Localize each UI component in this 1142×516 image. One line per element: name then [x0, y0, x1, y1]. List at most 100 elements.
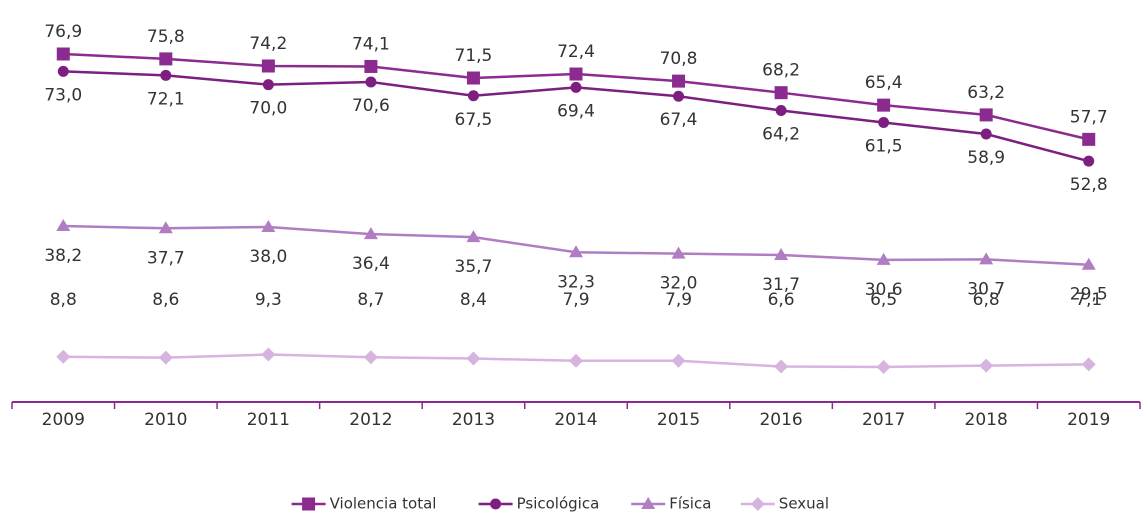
data-label: 67,4: [660, 110, 698, 130]
data-point: [363, 227, 378, 240]
data-point: [57, 65, 69, 77]
data-label: 32,3: [557, 272, 595, 292]
data-label: 32,0: [660, 274, 698, 294]
data-label: 30,7: [967, 279, 1005, 299]
data-point: [466, 351, 481, 366]
data-point: [261, 219, 276, 232]
data-label: 64,2: [762, 124, 800, 144]
data-point: [569, 353, 583, 368]
data-point: [775, 104, 787, 116]
data-point: [466, 71, 480, 85]
data-label: 9,3: [255, 290, 282, 310]
data-point: [56, 219, 71, 232]
data-label: 38,0: [249, 247, 287, 267]
data-point: [774, 247, 789, 260]
data-point: [671, 353, 686, 368]
data-point: [569, 245, 583, 258]
data-label: 38,2: [44, 246, 82, 266]
data-label: 75,8: [147, 27, 185, 47]
data-point: [261, 59, 275, 73]
data-label: 63,2: [967, 83, 1005, 103]
data-point: [466, 230, 481, 243]
data-label: 73,0: [44, 85, 82, 105]
data-point: [569, 67, 583, 81]
data-label: 70,0: [249, 99, 287, 119]
data-label: 52,8: [1070, 175, 1108, 195]
series-line: [63, 52, 1090, 141]
data-point: [158, 221, 173, 234]
data-point: [878, 116, 890, 128]
data-label: 8,4: [460, 290, 487, 310]
data-label: 74,2: [249, 34, 287, 54]
data-point: [158, 350, 173, 365]
data-label: 37,7: [147, 248, 185, 268]
x-tick-label: 2017: [862, 410, 905, 430]
x-tick-label: 2015: [657, 410, 700, 430]
data-point: [261, 347, 276, 362]
data-label: 31,7: [762, 275, 800, 295]
data-point: [877, 98, 891, 112]
data-label: 7,9: [562, 290, 589, 310]
data-point: [1083, 155, 1095, 167]
x-tick-label: 2010: [144, 410, 187, 430]
data-label: 70,8: [660, 49, 698, 69]
data-label: 70,6: [352, 96, 390, 116]
data-point: [159, 52, 173, 66]
data-point: [1081, 357, 1096, 372]
data-point: [1082, 132, 1096, 146]
x-tick-label: 2016: [759, 410, 802, 430]
data-label: 6,8: [973, 290, 1000, 310]
data-point: [671, 246, 686, 259]
data-point: [979, 252, 994, 265]
data-label: 58,9: [967, 148, 1005, 168]
legend-marker: [641, 497, 656, 509]
x-tick-label: 2011: [247, 410, 290, 430]
data-point: [467, 90, 479, 102]
legend-marker: [302, 497, 316, 511]
data-point: [364, 59, 378, 73]
data-point: [365, 76, 377, 88]
data-point: [56, 349, 71, 364]
data-label: 6,6: [768, 290, 795, 310]
data-point: [672, 74, 686, 88]
x-tick-label: 2018: [965, 410, 1008, 430]
legend-marker: [750, 497, 765, 511]
data-label: 74,1: [352, 34, 390, 54]
x-tick-label: 2014: [554, 410, 597, 430]
data-label: 61,5: [865, 136, 903, 156]
data-label: 30,6: [865, 280, 903, 300]
data-point: [570, 81, 582, 93]
legend-label: Violencia total: [330, 495, 437, 513]
data-label: 67,5: [455, 110, 493, 130]
x-tick-label: 2009: [42, 410, 85, 430]
data-label: 6,5: [870, 290, 897, 310]
x-tick-label: 2012: [349, 410, 392, 430]
data-label: 71,5: [455, 46, 493, 66]
data-label: 7,9: [665, 290, 692, 310]
data-label: 57,7: [1070, 107, 1108, 127]
data-point: [1081, 257, 1096, 270]
data-point: [979, 108, 993, 122]
data-label: 72,1: [147, 89, 185, 109]
data-label: 8,8: [50, 290, 77, 310]
data-label: 7,1: [1075, 290, 1102, 310]
data-label: 8,7: [357, 290, 384, 310]
data-label: 76,9: [44, 22, 82, 42]
data-label: 35,7: [455, 257, 493, 277]
x-tick-label: 2013: [452, 410, 495, 430]
data-label: 68,2: [762, 61, 800, 81]
data-label: 65,4: [865, 73, 903, 93]
data-label: 69,4: [557, 101, 595, 121]
data-label: 72,4: [557, 42, 595, 62]
data-point: [363, 350, 378, 365]
data-point: [673, 90, 685, 102]
legend-label: Sexual: [779, 495, 829, 513]
data-point: [980, 128, 992, 140]
data-point: [876, 360, 891, 374]
legend-marker: [490, 498, 502, 510]
data-point: [774, 86, 788, 100]
data-label: 29,5: [1070, 285, 1108, 305]
data-point: [262, 79, 274, 91]
data-point: [774, 359, 789, 374]
